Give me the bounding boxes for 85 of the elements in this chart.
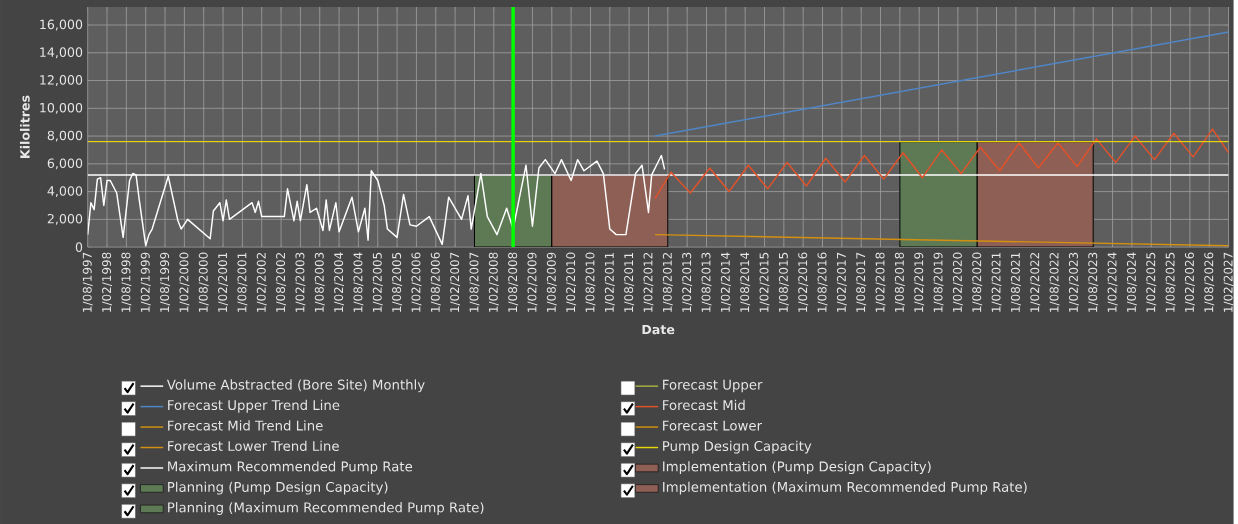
x-tick-label: 1/02/2022 (1030, 252, 1041, 312)
x-tick-label: 1/02/2023 (1068, 252, 1079, 312)
legend-label: Volume Abstracted (Bore Site) Monthly (166, 379, 425, 393)
x-tick-label: 1/08/2018 (894, 252, 905, 312)
x-tick-label: 1/08/2020 (972, 252, 983, 312)
x-tick-label: 1/08/1998 (121, 252, 132, 312)
x-tick-label: 1/02/2012 (643, 252, 654, 312)
y-tick-label: 0 (75, 242, 83, 252)
x-tick-label: 1/08/2012 (662, 252, 673, 312)
x-tick-label: 1/08/1997 (82, 252, 93, 312)
x-tick-label: 1/02/2003 (295, 252, 306, 312)
y-tick-label: 16,000 (40, 19, 83, 31)
x-tick-label: 1/08/2009 (546, 252, 557, 312)
y-tick-label: 14,000 (40, 47, 83, 59)
x-tick-label: 1/02/2015 (759, 252, 770, 312)
x-tick-label: 1/02/2020 (952, 252, 963, 312)
x-tick-label: 1/02/2017 (836, 252, 847, 312)
x-tick-label: 1/02/2007 (450, 252, 461, 312)
y-tick-label: 12,000 (40, 75, 83, 86)
x-tick-label: 1/02/2002 (256, 252, 267, 312)
x-tick-label: 1/08/2019 (933, 252, 944, 312)
x-tick-label: 1/02/2005 (372, 252, 383, 312)
y-tick-label: 2,000 (47, 213, 83, 225)
legend-label: Pump Design Capacity (663, 440, 812, 454)
x-tick-label: 1/02/1999 (140, 252, 151, 312)
legend-label: Forecast Upper Trend Line (168, 399, 340, 413)
x-axis-title: Date (642, 324, 675, 335)
x-tick-label: 1/02/2016 (798, 252, 809, 312)
x-tick-label: 1/08/1999 (160, 252, 171, 312)
x-tick-label: 1/08/2016 (817, 252, 828, 312)
x-tick-label: 1/02/2024 (1107, 252, 1118, 312)
x-tick-label: 1/02/2009 (527, 252, 538, 312)
x-tick-label: 1/08/2013 (701, 252, 712, 312)
x-tick-label: 1/02/2018 (875, 252, 886, 312)
x-tick-label: 1/08/2003 (314, 252, 325, 312)
x-tick-label: 1/02/2006 (411, 252, 422, 312)
x-tick-label: 1/08/2002 (276, 252, 287, 312)
x-tick-label: 1/02/2025 (1146, 252, 1157, 312)
x-tick-label: 1/08/2022 (1049, 252, 1060, 312)
line-series (654, 128, 1229, 200)
legend-label: Forecast Mid (663, 399, 745, 411)
x-tick-label: 1/02/2019 (914, 252, 925, 312)
x-tick-label: 1/08/2024 (1126, 252, 1137, 312)
legend-label: Maximum Recommended Pump Rate (168, 461, 413, 475)
legend-label: Forecast Upper (663, 379, 763, 393)
legend-label: Forecast Lower Trend Line (168, 440, 339, 451)
x-tick-label: 1/02/2014 (720, 252, 731, 312)
legend-label: Implementation (Pump Design Capacity) (663, 461, 931, 475)
x-tick-label: 1/02/2004 (334, 252, 345, 312)
x-tick-label: 1/08/2026 (1204, 252, 1215, 312)
x-tick-label: 1/02/2027 (1223, 252, 1234, 312)
x-tick-label: 1/08/2006 (430, 252, 441, 312)
x-tick-label: 1/02/2010 (566, 252, 577, 312)
x-tick-label: 1/02/2001 (218, 252, 229, 312)
x-tick-label: 1/08/2025 (1165, 252, 1176, 312)
x-tick-label: 1/08/2015 (778, 252, 789, 312)
x-tick-label: 1/08/2007 (469, 252, 480, 312)
legend-label: Forecast Lower (663, 420, 763, 431)
x-tick-label: 1/08/2008 (508, 252, 519, 312)
x-tick-label: 1/08/2000 (198, 252, 209, 312)
y-axis-title: Kilolitres (19, 95, 30, 158)
legend-label: Forecast Mid Trend Line (168, 420, 323, 431)
x-tick-label: 1/02/2000 (179, 252, 190, 312)
x-tick-label: 1/08/2010 (585, 252, 596, 312)
x-tick-label: 1/02/2011 (604, 252, 615, 312)
x-tick-label: 1/02/2013 (682, 252, 693, 312)
x-tick-label: 1/08/2021 (1010, 252, 1021, 312)
x-tick-label: 1/08/2001 (237, 252, 248, 312)
legend-label: Planning (Pump Design Capacity) (168, 481, 388, 495)
legend-label: Planning (Maximum Recommended Pump Rate) (168, 502, 484, 515)
x-tick-label: 1/02/2026 (1184, 252, 1195, 312)
x-tick-label: 1/08/2011 (624, 252, 635, 312)
y-tick-label: 10,000 (40, 102, 83, 114)
x-tick-label: 1/02/2021 (991, 252, 1002, 312)
x-tick-label: 1/02/1998 (102, 252, 113, 312)
x-tick-label: 1/08/2014 (740, 252, 751, 312)
x-tick-label: 1/08/2023 (1088, 252, 1099, 312)
y-tick-label: 4,000 (47, 186, 83, 197)
x-tick-label: 1/08/2017 (856, 252, 867, 312)
y-tick-label: 6,000 (47, 158, 83, 170)
x-tick-label: 1/02/2008 (488, 252, 499, 312)
y-tick-label: 8,000 (47, 130, 83, 142)
x-tick-label: 1/08/2004 (353, 252, 364, 312)
x-tick-label: 1/08/2005 (392, 252, 403, 312)
legend-label: Implementation (Maximum Recommended Pump Rate) (663, 481, 1027, 495)
